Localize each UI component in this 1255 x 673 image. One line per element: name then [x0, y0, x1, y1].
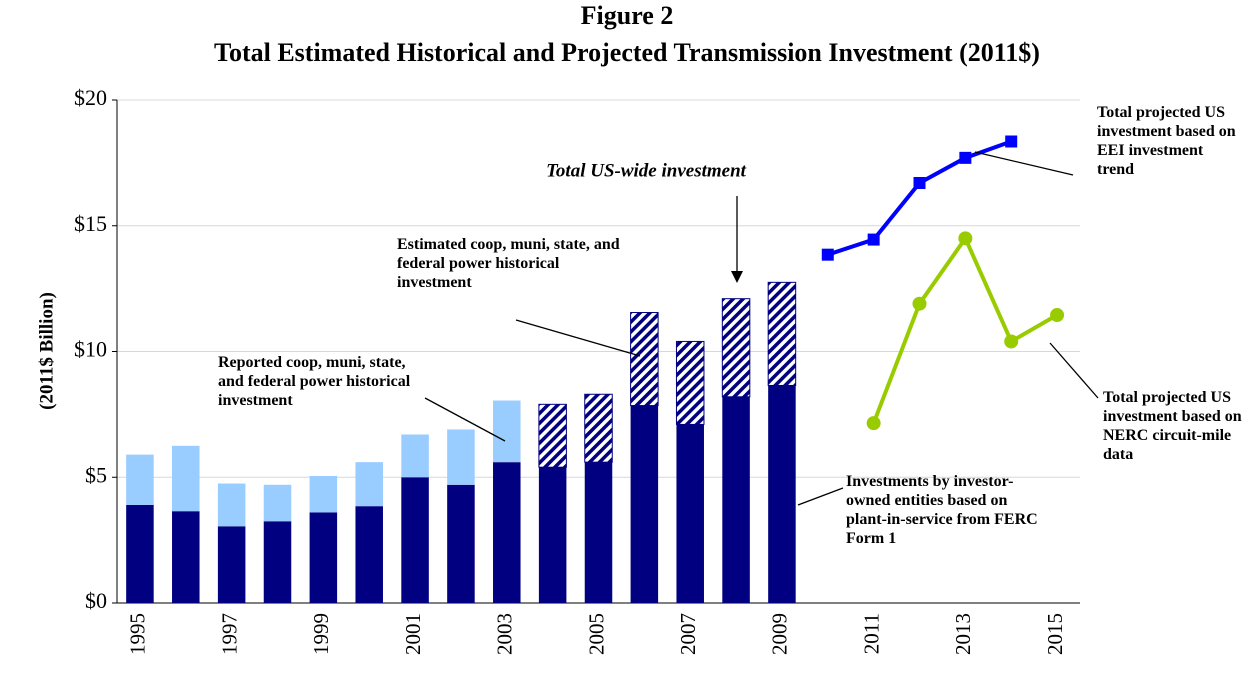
- y-tick-label: $10: [74, 337, 107, 362]
- bar-segment: [355, 506, 383, 603]
- y-tick-label: $0: [85, 588, 107, 613]
- marker: [958, 231, 973, 246]
- y-tick-label: $5: [85, 462, 107, 487]
- arrow-head: [731, 271, 743, 283]
- x-tick-label: 2009: [768, 613, 792, 655]
- line-series: [871, 234, 1059, 424]
- x-tick-label: 2001: [401, 613, 425, 655]
- bar-segment: [768, 385, 796, 603]
- bar-segment: [767, 281, 797, 386]
- bar-segment: [126, 454, 154, 505]
- series-label-box: Reported coop, muni, state, and federal …: [218, 354, 411, 409]
- x-tick-label: 1995: [126, 613, 150, 655]
- x-tick-label: 2007: [676, 613, 700, 655]
- bar-segment: [217, 483, 246, 527]
- leader-line: [797, 487, 844, 506]
- series-label-box: Total projected US investment based on N…: [1103, 389, 1242, 463]
- bar-segment: [538, 403, 567, 468]
- bar-segment: [447, 484, 475, 603]
- marker: [959, 151, 972, 164]
- bar-segment: [355, 462, 383, 507]
- bar-segment: [630, 312, 659, 407]
- bar-segment: [676, 424, 704, 603]
- series-label: Total projected US investment based on N…: [1103, 389, 1242, 463]
- series-label-box: Estimated coop, muni, state, and federal…: [397, 236, 620, 291]
- bar-segment: [309, 512, 338, 603]
- leader-line: [974, 151, 1074, 176]
- bar-segment: [447, 429, 475, 485]
- bar-segment: [263, 484, 292, 522]
- x-tick-label: 2013: [951, 613, 975, 655]
- bar-segment: [126, 504, 154, 603]
- bar-segment: [493, 462, 521, 603]
- bar-segment: [721, 298, 751, 398]
- marker: [1005, 135, 1018, 148]
- marker: [866, 416, 881, 431]
- marker: [1004, 334, 1019, 349]
- bar-segment: [584, 462, 613, 603]
- bar-segment: [309, 475, 338, 513]
- bar-segment: [263, 521, 292, 603]
- y-tick-label: $15: [74, 211, 107, 236]
- marker: [821, 248, 834, 261]
- series-label: Estimated coop, muni, state, and federal…: [397, 236, 620, 291]
- x-tick-label: 2003: [493, 613, 517, 655]
- series-label: Reported coop, muni, state, and federal …: [218, 354, 411, 409]
- series-label-box: Investments by investor-owned entities b…: [846, 473, 1038, 547]
- line-series: [827, 139, 1012, 257]
- bar-segment: [722, 396, 750, 603]
- x-tick-label: 2011: [859, 613, 883, 654]
- annotation: Total US-wide investment: [546, 160, 747, 181]
- bar-segment: [172, 445, 200, 512]
- series-label-box: Total projected US investment based on E…: [1097, 104, 1236, 178]
- y-tick-label: $20: [74, 85, 107, 110]
- bar-segment: [630, 405, 659, 603]
- x-tick-label: 1997: [217, 613, 241, 655]
- bar-segment: [172, 511, 200, 603]
- chart-subtitle: Total Estimated Historical and Projected…: [214, 38, 1040, 67]
- x-tick-label: 1999: [309, 613, 333, 655]
- leader-line: [1049, 342, 1099, 399]
- bar-segment: [584, 393, 613, 463]
- series-label: Investments by investor-owned entities b…: [846, 473, 1038, 547]
- bar-segment: [401, 434, 429, 478]
- bar-segment: [538, 467, 567, 603]
- marker: [913, 176, 926, 189]
- leader-line: [515, 319, 641, 357]
- y-axis-label: (2011$ Billion): [36, 292, 57, 410]
- series-label: Total projected US investment based on E…: [1097, 104, 1236, 178]
- marker: [867, 233, 880, 246]
- x-tick-label: 2015: [1043, 613, 1067, 655]
- leader-line: [424, 397, 506, 442]
- marker: [1050, 308, 1065, 323]
- bar-segment: [217, 526, 246, 603]
- chart-title: Figure 2: [581, 1, 674, 30]
- bar-segment: [401, 477, 429, 603]
- bar-segment: [493, 400, 521, 463]
- bar-segment: [675, 340, 705, 425]
- marker: [912, 296, 927, 311]
- x-tick-label: 2005: [584, 613, 608, 655]
